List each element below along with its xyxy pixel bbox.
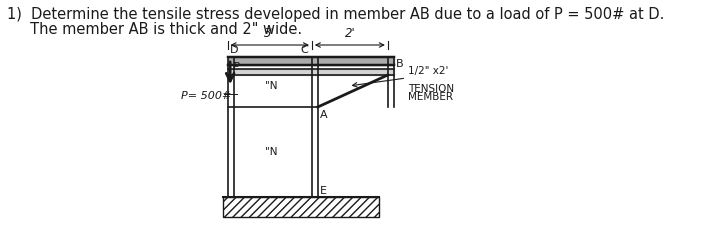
Text: P= 500#: P= 500# [182,91,231,101]
Text: P: P [233,62,239,72]
Text: D: D [230,45,239,55]
Text: TENSION: TENSION [408,84,454,94]
Text: A: A [320,110,328,120]
Text: B: B [396,59,404,69]
Text: The member AB is thick and 2" wide.: The member AB is thick and 2" wide. [6,22,302,37]
Text: 1)  Determine the tensile stress developed in member AB due to a load of P = 500: 1) Determine the tensile stress develope… [6,7,664,22]
Text: E: E [320,186,327,196]
Text: 2': 2' [345,27,355,40]
Text: C: C [300,45,308,55]
Text: 1/2" x2': 1/2" x2' [408,66,449,76]
Text: 3': 3' [264,27,275,40]
Bar [224,197,379,217]
Text: MEMBER: MEMBER [408,92,453,102]
Text: "N: "N [265,81,278,91]
Text: "N: "N [265,147,278,157]
